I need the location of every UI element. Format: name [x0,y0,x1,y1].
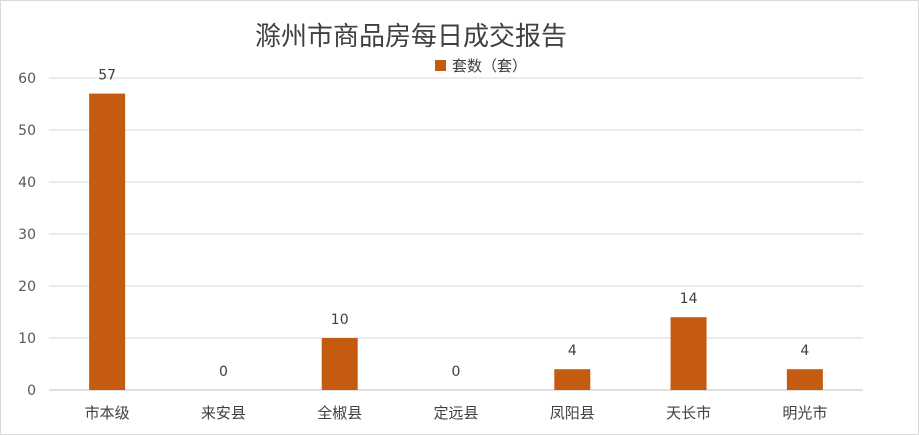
y-tick-label: 30 [18,227,36,243]
data-label: 4 [568,343,577,359]
y-tick-label: 40 [18,175,36,191]
y-tick-label: 0 [27,383,36,399]
y-tick-label: 60 [18,71,36,87]
data-label: 0 [219,364,228,380]
y-axis-ticks: 0 10 20 30 40 50 60 [18,71,36,399]
bar [89,93,126,390]
bar [554,369,591,390]
y-tick-label: 20 [18,279,36,295]
data-label: 14 [680,291,698,307]
x-tick-label: 来安县 [201,404,246,422]
y-tick-label: 50 [18,123,36,139]
data-label: 10 [331,312,349,328]
x-tick-label: 明光市 [782,404,827,422]
gridlines [49,77,863,391]
x-tick-label: 市本级 [85,404,130,422]
x-tick-label: 天长市 [666,404,711,422]
x-tick-label: 凤阳县 [550,404,595,422]
legend-label: 套数（套） [452,57,527,75]
legend-swatch [435,60,446,71]
bar [670,317,707,390]
data-label: 0 [452,364,461,380]
x-tick-label: 全椒县 [317,404,362,422]
data-labels: 57 0 10 0 4 14 4 [98,68,809,380]
x-tick-label: 定远县 [433,404,478,422]
x-axis-ticks: 市本级 来安县 全椒县 定远县 凤阳县 天长市 明光市 [85,404,828,422]
y-tick-label: 10 [18,331,36,347]
legend: 套数（套） [435,57,527,75]
bar [786,369,823,390]
chart-title: 滁州市商品房每日成交报告 [255,22,567,52]
data-label: 4 [800,343,809,359]
data-label: 57 [98,68,116,84]
bar [321,338,358,390]
bars [89,93,823,390]
